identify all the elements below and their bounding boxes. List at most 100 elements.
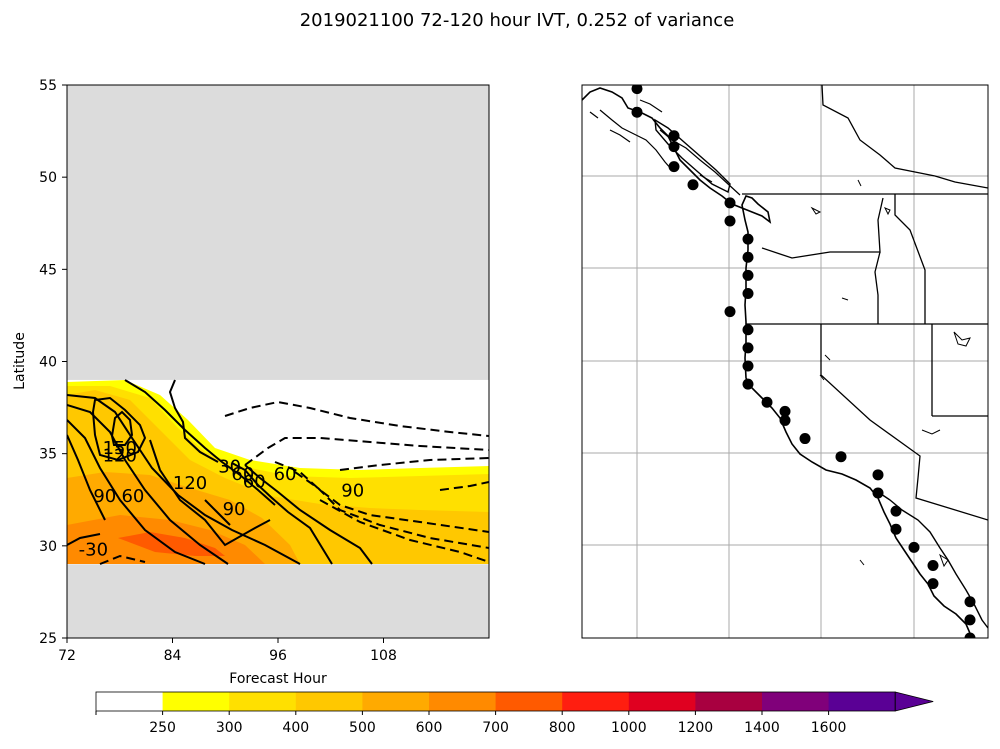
border-line bbox=[894, 194, 926, 324]
coastal-point bbox=[631, 106, 643, 118]
coastline bbox=[589, 99, 673, 171]
x-tick-label: 96 bbox=[269, 648, 287, 664]
coastal-point bbox=[872, 469, 884, 481]
coastal-point bbox=[927, 578, 939, 590]
coastal-point bbox=[687, 179, 699, 191]
colorbar-extend-arrow bbox=[894, 691, 934, 712]
coastal-point bbox=[742, 342, 754, 354]
coastal-point bbox=[668, 141, 680, 153]
colorbar-segment bbox=[628, 692, 696, 711]
contour-label: 60 bbox=[274, 464, 297, 485]
coastal-point bbox=[724, 306, 736, 318]
contour-line-dashed bbox=[244, 437, 489, 466]
x-tick-label: 108 bbox=[370, 648, 397, 664]
colorbar-tick-label: 1200 bbox=[678, 720, 714, 736]
ivt-filled-contours bbox=[67, 380, 489, 564]
colorbar-segment bbox=[162, 692, 230, 711]
contour-label: 150 bbox=[103, 438, 137, 459]
contour-label: 60 bbox=[231, 464, 254, 485]
x-tick-label: 72 bbox=[58, 648, 76, 664]
contour-line-dashed bbox=[224, 400, 489, 437]
lakes bbox=[810, 179, 971, 568]
contour-label: 90 bbox=[223, 499, 246, 520]
border-line bbox=[761, 197, 884, 259]
lake bbox=[824, 354, 831, 361]
colorbar-tick-label: 1000 bbox=[611, 720, 647, 736]
border-line bbox=[874, 251, 881, 324]
coastal-point bbox=[779, 405, 791, 417]
colorbar-segment bbox=[362, 692, 430, 711]
vancouver-island bbox=[654, 118, 731, 194]
contour-line bbox=[168, 379, 219, 463]
x-axis-ticks: 72 84 96 108 bbox=[58, 638, 397, 664]
y-tick-label: 45 bbox=[39, 262, 57, 278]
coastal-point bbox=[908, 541, 920, 553]
coastal-point bbox=[799, 433, 811, 445]
contour-line bbox=[124, 379, 276, 506]
map-frame bbox=[581, 84, 989, 639]
coastal-point bbox=[742, 251, 754, 263]
y-tick-label: 35 bbox=[39, 447, 57, 463]
coastal-point bbox=[742, 233, 754, 245]
contour-label: 120 bbox=[173, 473, 207, 494]
coastal-point bbox=[668, 161, 680, 173]
ivt-contour-lines bbox=[67, 379, 373, 565]
contour-line bbox=[67, 394, 301, 565]
coastal-point bbox=[631, 85, 643, 95]
colorbar-tick-label: 250 bbox=[149, 720, 176, 736]
negative-contour-lines bbox=[99, 400, 489, 565]
colorbar-tick-label: 600 bbox=[416, 720, 443, 736]
colorbar-segment bbox=[429, 692, 497, 711]
ivt-fill-800 bbox=[118, 532, 225, 556]
colorbar-tick-label: 800 bbox=[549, 720, 576, 736]
contour-line bbox=[110, 410, 134, 446]
figure-title: 2019021100 72-120 hour IVT, 0.252 of var… bbox=[300, 10, 735, 31]
contour-label: -30 bbox=[79, 540, 108, 561]
lake bbox=[810, 206, 822, 215]
colorbar: 250 300 400 500 600 700 800 1000 1200 1400 1600 bbox=[95, 691, 934, 736]
y-tick-label: 55 bbox=[39, 78, 57, 94]
y-tick-label: 50 bbox=[39, 170, 57, 186]
coastal-point bbox=[742, 360, 754, 372]
y-tick-label: 30 bbox=[39, 539, 57, 555]
contour-line bbox=[204, 499, 231, 526]
coastal-point bbox=[964, 596, 976, 608]
map-panel bbox=[581, 84, 989, 639]
coastal-point bbox=[742, 288, 754, 300]
contour-line-dashed bbox=[274, 461, 489, 533]
lake bbox=[883, 207, 891, 216]
colorbar-segment bbox=[495, 692, 563, 711]
border-line bbox=[820, 324, 988, 521]
coastal-point bbox=[742, 378, 754, 390]
contour-line-dashed bbox=[339, 457, 489, 471]
coastal-point bbox=[890, 523, 902, 535]
contour-line-dashed bbox=[439, 481, 489, 491]
coastal-point bbox=[964, 632, 976, 638]
contour-label: 30 bbox=[218, 457, 241, 478]
x-axis-label: Forecast Hour bbox=[229, 671, 327, 687]
colorbar-tick-label: 1400 bbox=[744, 720, 780, 736]
state-borders bbox=[742, 85, 988, 521]
colorbar-tick-label: 300 bbox=[216, 720, 243, 736]
colorbar-tick-label: 500 bbox=[349, 720, 376, 736]
coastal-point bbox=[668, 130, 680, 142]
coastal-point bbox=[872, 487, 884, 499]
y-axis-label: Latitude bbox=[12, 332, 28, 390]
coastal-point bbox=[890, 505, 902, 517]
contour-label: 60 bbox=[243, 471, 266, 492]
contour-label: 90 bbox=[341, 481, 364, 502]
coastal-point bbox=[779, 414, 791, 426]
contour-line bbox=[91, 396, 147, 462]
y-tick-label: 25 bbox=[39, 631, 57, 647]
contour-label: 120 bbox=[103, 446, 137, 467]
contour-line bbox=[67, 533, 101, 546]
contour-line bbox=[231, 462, 333, 565]
coastal-point bbox=[724, 215, 736, 227]
contour-label: 60 bbox=[121, 486, 144, 507]
colorbar-segment bbox=[96, 692, 164, 711]
lake bbox=[841, 297, 849, 301]
border-line bbox=[821, 85, 988, 189]
colorbar-segment bbox=[762, 692, 830, 711]
